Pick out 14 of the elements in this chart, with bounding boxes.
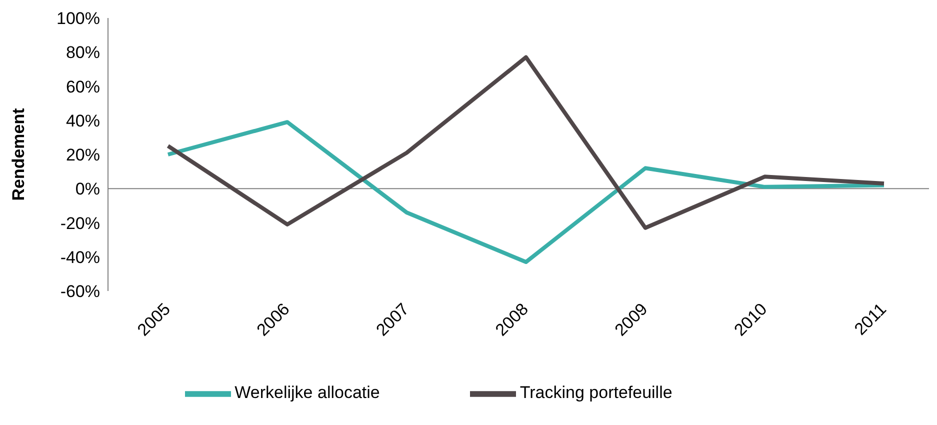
y-tick-label: 100%	[56, 9, 100, 28]
line-series	[166, 120, 886, 264]
legend-label: Tracking portefeuille	[520, 383, 672, 402]
y-tick-label: 20%	[66, 146, 100, 165]
legend-label: Werkelijke allocatie	[234, 383, 380, 402]
y-tick-label: 40%	[66, 111, 100, 130]
y-tick-label: 0%	[75, 180, 100, 199]
y-tick-label: -60%	[60, 282, 100, 302]
y-tick-label: -20%	[60, 214, 100, 233]
line-series	[166, 55, 886, 230]
y-tick-label: 60%	[66, 77, 100, 96]
y-axis-title: Rendement	[9, 108, 28, 201]
y-tick-label: 80%	[66, 43, 100, 62]
y-tick-label: -40%	[60, 248, 100, 267]
